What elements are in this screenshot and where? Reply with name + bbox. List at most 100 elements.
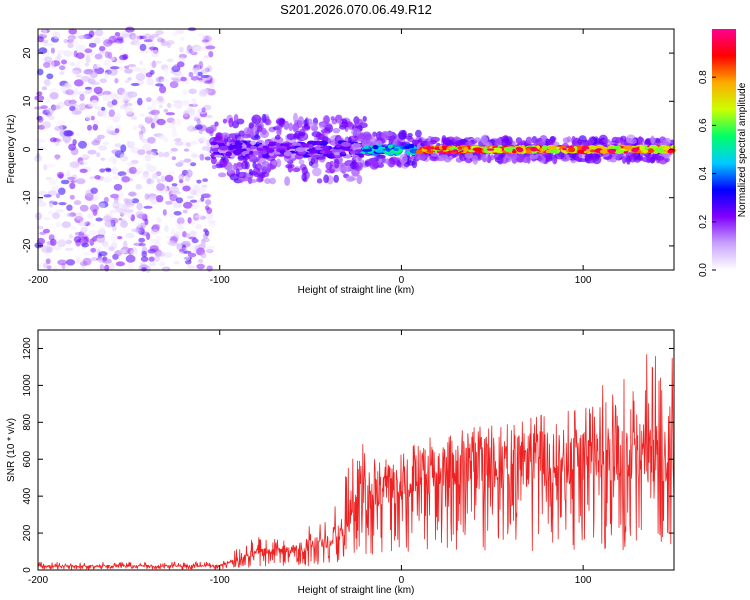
spectrogram-cell (162, 209, 167, 216)
spectrogram-cell (120, 144, 127, 153)
spectrogram-cell (57, 259, 67, 266)
spectrogram-cell (67, 176, 76, 180)
spectrogram-cell (124, 102, 133, 107)
spectrogram-cell (193, 186, 201, 192)
spectrogram-cell (158, 151, 164, 158)
spectrogram-cell (183, 201, 193, 209)
spectrogram-cell (52, 104, 61, 110)
spectrogram-cell (48, 115, 56, 121)
spectrogram-cell (578, 153, 585, 159)
spectrogram-cell (69, 182, 76, 190)
spectrogram-cell (269, 141, 277, 145)
spectrogram-cell (83, 251, 91, 256)
spectrogram-cell (164, 225, 169, 232)
spectrogram-cell (103, 243, 110, 250)
y-tick-label: 800 (22, 414, 33, 431)
spectrogram-cell (152, 172, 159, 180)
spectrogram-cell (73, 236, 82, 243)
spectrogram-cell (146, 106, 156, 111)
spectrogram-cell (75, 132, 81, 137)
spectrogram-cell (169, 186, 180, 193)
spectrogram-x-label: Height of straight line (km) (298, 285, 415, 296)
spectrogram-cell (248, 122, 254, 129)
spectrogram-cell (188, 88, 197, 95)
spectrogram-cell (165, 200, 173, 205)
spectrogram-cell (37, 36, 44, 43)
spectrogram-cell (291, 167, 301, 173)
y-tick-label: -10 (22, 190, 33, 205)
spectrogram-cell (104, 51, 110, 59)
spectrogram-cell (269, 177, 276, 185)
spectrogram-cell (615, 136, 622, 144)
spectrogram-cell (252, 167, 261, 178)
spectrogram-cell (173, 211, 182, 216)
spectrogram-cell (100, 106, 106, 111)
spectrogram-cell (47, 210, 53, 215)
spectrogram-cell (511, 149, 517, 154)
spectrogram-cell (171, 126, 177, 135)
spectrogram-cell (172, 103, 180, 108)
spectrogram-cell (66, 170, 71, 176)
spectrogram-cell (234, 142, 244, 146)
colorbar-tick-label: 0.0 (698, 263, 709, 277)
spectrogram-cell (37, 225, 44, 230)
spectrogram-cell (36, 263, 42, 268)
y-tick-label: 400 (22, 487, 33, 504)
spectrogram-cell (196, 118, 201, 125)
spectrogram-cell (98, 46, 106, 52)
spectrogram-cell (174, 231, 181, 238)
spectrogram-cell (398, 129, 407, 140)
spectrogram-cell (56, 49, 66, 54)
spectrogram-cell (243, 127, 251, 135)
spectrogram-cell (110, 233, 118, 242)
spectrogram-cell (88, 230, 98, 235)
spectrogram-cell (107, 125, 115, 132)
spectrogram-cell (173, 260, 180, 265)
spectrogram-cell (187, 265, 196, 269)
spectrogram-cell (171, 183, 178, 187)
spectrogram-cell (153, 113, 159, 118)
spectrogram-cell (133, 66, 141, 72)
spectrogram-cell (183, 148, 190, 152)
spectrogram-cell (187, 217, 192, 224)
spectrogram-cell (102, 176, 113, 183)
spectrogram-cell (375, 149, 385, 153)
spectrogram-cell (355, 118, 364, 127)
spectrogram-cell (599, 149, 610, 155)
spectrogram-cell (182, 256, 191, 262)
spectrogram-cell (362, 116, 367, 122)
snr-x-axis: -200 -100 0 100 (28, 330, 592, 586)
spectrogram-cell (592, 155, 602, 165)
spectrogram-cell (103, 196, 109, 203)
spectrogram-cell (91, 140, 100, 146)
spectrogram-cell (147, 136, 156, 144)
spectrogram-cell (200, 196, 205, 202)
spectrogram-cell (68, 36, 74, 45)
y-tick-label: -20 (22, 238, 33, 253)
spectrogram-cell (308, 144, 314, 149)
spectrogram-cell (116, 112, 121, 121)
spectrogram-cell (112, 176, 119, 180)
spectrogram-cell (61, 59, 67, 65)
spectrogram-cell (54, 209, 64, 213)
spectrogram-cell (108, 109, 116, 118)
spectrogram-cell (176, 61, 185, 68)
snr-series (37, 354, 675, 571)
spectrogram-cell (94, 37, 101, 44)
spectrogram-cell (110, 92, 119, 101)
spectrogram-cell (481, 154, 489, 162)
spectrogram-cell (35, 212, 43, 221)
spectrogram-cell (351, 128, 361, 136)
x-tick-label: -100 (210, 275, 230, 286)
spectrogram-cell (126, 162, 136, 166)
spectrogram-cell (88, 42, 97, 48)
spectrogram-cell (56, 171, 65, 179)
spectrogram-cell (114, 128, 120, 134)
spectrogram-cell (158, 134, 166, 140)
spectrogram-cell (135, 183, 142, 190)
spectrogram-cell (614, 149, 624, 155)
spectrogram-cell (84, 48, 93, 53)
spectrogram-cell (236, 144, 243, 150)
spectrogram-cell (631, 147, 639, 153)
spectrogram-cell (65, 259, 76, 266)
